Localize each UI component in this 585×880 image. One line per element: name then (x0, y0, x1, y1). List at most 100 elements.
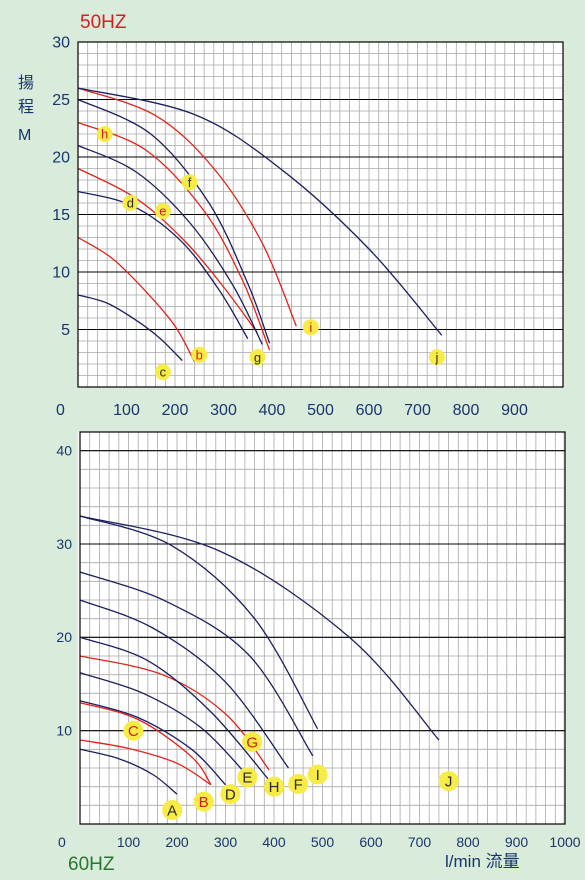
curve-label-B: B (199, 794, 209, 811)
curve-marker-h (96, 126, 113, 142)
markers-60hz: A B C DE G H FI J (123, 720, 459, 820)
ylabel-yang: 揚 (18, 74, 34, 92)
pump-curve-F (79, 599, 290, 769)
curve-marker-g (249, 349, 266, 366)
x-tick-label: 200 (162, 402, 189, 419)
curve-marker-B (193, 791, 214, 812)
y-tick-label: 30 (52, 35, 70, 52)
x-tick-label: 100 (113, 402, 140, 419)
curve-marker-i (302, 319, 319, 336)
y-tick-label: 5 (61, 322, 70, 339)
pump-curve-b (77, 236, 195, 363)
curve-label-I: I (316, 767, 320, 784)
ylabel-unit-m: M (18, 127, 31, 144)
curve-marker-J (438, 771, 459, 792)
curve-marker-D (220, 784, 241, 805)
pump-curve-D (79, 700, 226, 786)
curve-marker-H (264, 776, 284, 797)
y-tick-label: 20 (52, 150, 70, 167)
curve-label-g: g (254, 350, 261, 365)
y-tick-label: 10 (52, 265, 70, 282)
x-tick-label: 1000 (549, 834, 580, 850)
pump-curve-A (79, 748, 178, 795)
curve-label-h: h (101, 127, 108, 142)
curve-marker-E (237, 767, 258, 788)
y-tick-label: 15 (52, 207, 70, 224)
x-tick-label: 0 (58, 834, 66, 850)
x-tick-label: 800 (453, 402, 480, 419)
frame-60hz (79, 431, 566, 825)
curve-label-c: c (160, 365, 167, 380)
pump-curve-c (77, 294, 183, 362)
x-tick-label: 800 (456, 834, 480, 850)
curve-label-f: f (188, 175, 192, 190)
x-tick-label: 400 (259, 402, 286, 419)
y-tick-label: 30 (56, 536, 72, 552)
curve-marker-G (242, 731, 263, 752)
x-tick-label: 900 (505, 834, 529, 850)
y-tick-label: 40 (56, 443, 72, 459)
curve-label-C: C (128, 723, 139, 740)
frame-50hz (77, 41, 564, 388)
pump-curve (79, 515, 319, 730)
pump-curve-e (77, 167, 258, 334)
ticks-60hz: 0 100 200 300 400 500 600 700 800 900 1000 10 20 30 40 (56, 443, 580, 850)
x-tick-label: 0 (56, 402, 65, 419)
curve-label-D: D (225, 787, 236, 804)
curve-marker-e (154, 203, 171, 220)
pump-curve-j (77, 87, 443, 336)
pump-curve-E (79, 672, 248, 776)
curve-label-e: e (159, 204, 166, 219)
pump-curve-I (79, 571, 314, 757)
pump-curve-g (77, 144, 263, 345)
x-tick-label: 500 (307, 402, 334, 419)
pump-curve-h (77, 121, 271, 351)
xlabel-flow: l/min 流量 (445, 852, 520, 871)
curve-marker-F (288, 773, 309, 794)
plot-area-60hz (78, 432, 563, 824)
curve-label-b: b (196, 347, 203, 362)
pump-curve-B (79, 739, 212, 786)
curve-label-d: d (127, 196, 134, 211)
y-tick-label: 25 (52, 92, 70, 109)
curve-label-A: A (167, 802, 177, 819)
curve-marker-b (191, 346, 208, 363)
curve-marker-A (162, 800, 183, 820)
x-tick-label: 600 (356, 402, 383, 419)
pump-curve-C (79, 702, 212, 786)
x-tick-label: 600 (359, 834, 383, 850)
markers-50hz: c b d e g h f i j (96, 126, 445, 381)
curves-60hz (79, 515, 440, 795)
pump-curve-d (77, 190, 249, 340)
curve-label-j: j (434, 350, 438, 365)
plot-frame (77, 41, 564, 388)
curve-marker-j (428, 349, 445, 366)
x-tick-label: 100 (117, 834, 141, 850)
ylabel-cheng: 程 (18, 98, 34, 116)
x-tick-label: 300 (214, 834, 238, 850)
pump-curve-J (79, 515, 440, 741)
curve-marker-I (307, 764, 328, 785)
chart-title-60hz: 60HZ (68, 854, 115, 875)
chart-title-50hz: 50HZ (80, 12, 127, 33)
curve-label-i: i (309, 320, 312, 335)
x-tick-label: 200 (165, 834, 189, 850)
x-tick-label: 900 (501, 402, 528, 419)
x-tick-label: 500 (311, 834, 335, 850)
x-tick-label: 400 (262, 834, 286, 850)
curve-marker-c (154, 364, 171, 381)
curve-label-H: H (269, 779, 280, 796)
pump-curve-H (79, 636, 270, 781)
curve-label-E: E (242, 770, 252, 787)
plot-frame (79, 431, 566, 825)
x-tick-label: 300 (210, 402, 237, 419)
curve-label-J: J (445, 773, 453, 790)
curve-label-G: G (246, 734, 258, 751)
curve-marker-f (181, 174, 198, 191)
curve-marker-d (122, 195, 139, 211)
y-tick-label: 20 (56, 629, 72, 645)
ticks-50hz: 0 100 200 300 400 500 600 700 800 900 5 10 15 20 25 30 (52, 35, 528, 419)
curve-marker-C (123, 720, 144, 741)
